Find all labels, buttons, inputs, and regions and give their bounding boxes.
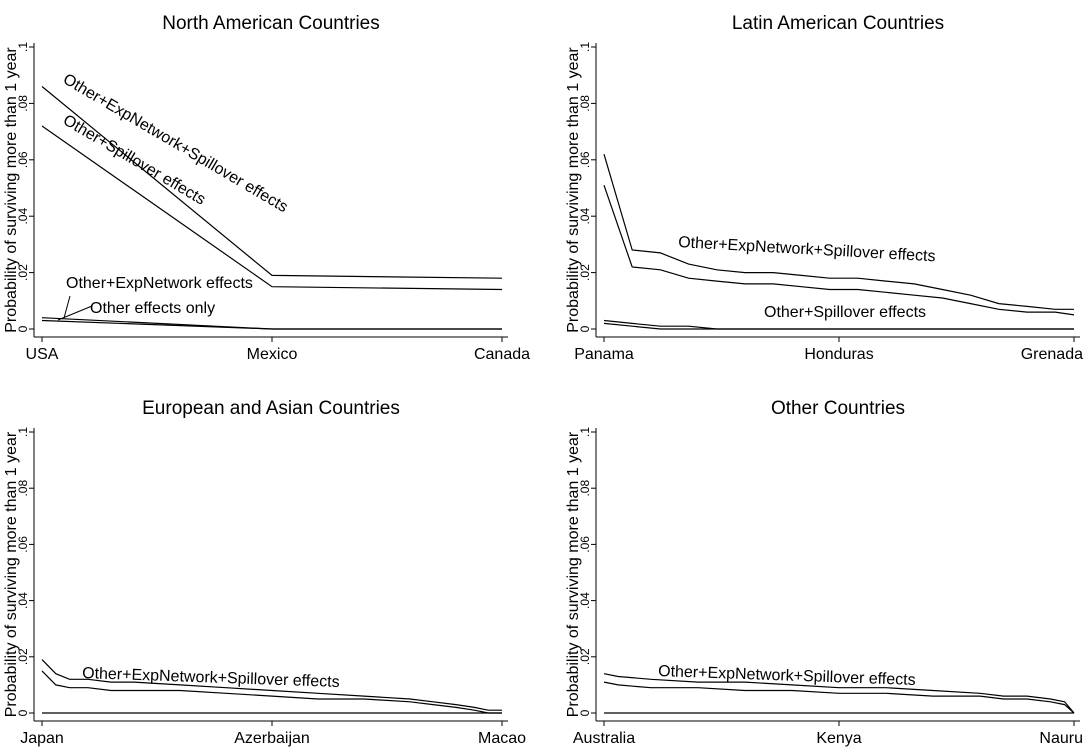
x-tick-label: Australia bbox=[573, 730, 635, 747]
y-tick-label: .02 bbox=[578, 264, 592, 281]
y-tick-label: .04 bbox=[578, 592, 592, 609]
annotation-leader bbox=[57, 305, 93, 321]
y-tick-label: .06 bbox=[578, 536, 592, 553]
y-tick-label: .04 bbox=[578, 208, 592, 225]
annotation-label: Other+ExpNetwork+Spillover effects bbox=[678, 234, 936, 265]
panel-1: North American Countries Probability of s… bbox=[3, 13, 530, 363]
y-tick-label: .08 bbox=[16, 95, 30, 112]
x-tick-label: Japan bbox=[20, 730, 64, 747]
series-line-1 bbox=[41, 659, 502, 711]
y-axis-label: Probability of surviving more than 1 yea… bbox=[565, 47, 582, 333]
y-axis-label: Probability of surviving more than 1 yea… bbox=[3, 47, 20, 333]
y-tick-label: 0 bbox=[16, 709, 30, 716]
y-tick-label: .04 bbox=[16, 592, 30, 609]
series-line-2 bbox=[41, 125, 503, 291]
y-tick-label: .02 bbox=[578, 648, 592, 665]
chart-title: European and Asian Countries bbox=[142, 398, 400, 419]
y-axis-label: Probability of surviving more than 1 yea… bbox=[565, 431, 582, 717]
annotation-label: Other effects only bbox=[90, 300, 215, 317]
y-tick-label: .02 bbox=[16, 264, 30, 281]
chart-title: Other Countries bbox=[771, 398, 905, 419]
y-tick-label: .1 bbox=[578, 427, 592, 437]
y-tick-label: .06 bbox=[16, 151, 30, 168]
annotation-leader bbox=[63, 295, 71, 319]
series-line-1 bbox=[603, 673, 1075, 714]
y-tick-label: .02 bbox=[16, 648, 30, 665]
y-tick-label: .1 bbox=[16, 427, 30, 437]
series-line-4 bbox=[41, 319, 502, 330]
x-tick-label: Honduras bbox=[804, 346, 873, 363]
x-tick-label: Canada bbox=[474, 346, 530, 363]
series-line-3 bbox=[603, 319, 1074, 330]
y-tick-label: .1 bbox=[16, 42, 30, 52]
series-line-1 bbox=[603, 154, 1074, 310]
y-axis-label: Probability of surviving more than 1 yea… bbox=[3, 431, 20, 717]
panel-3: European and Asian Countries Probability … bbox=[3, 398, 526, 747]
x-tick-label: Mexico bbox=[247, 346, 298, 363]
y-tick-label: 0 bbox=[578, 325, 592, 332]
y-tick-label: .04 bbox=[16, 208, 30, 225]
y-tick-label: .06 bbox=[16, 536, 30, 553]
x-tick-label: Grenada bbox=[1021, 346, 1083, 363]
panel-2: Latin American Countries Probability of s… bbox=[565, 13, 1083, 363]
x-tick-label: Azerbaijan bbox=[234, 730, 310, 747]
panel-4: Other Countries Probability of surviving … bbox=[565, 398, 1083, 747]
annotation-label: Other+ExpNetwork effects bbox=[66, 275, 253, 292]
series-line-2 bbox=[603, 681, 1075, 714]
annotation-label: Other+Spillover effects bbox=[764, 304, 926, 321]
y-tick-label: .1 bbox=[578, 42, 592, 52]
y-tick-label: .08 bbox=[578, 95, 592, 112]
x-tick-label: Nauru bbox=[1039, 730, 1083, 747]
x-tick-label: Panama bbox=[574, 346, 634, 363]
y-tick-label: .08 bbox=[578, 480, 592, 497]
y-tick-label: .08 bbox=[16, 480, 30, 497]
y-tick-label: 0 bbox=[16, 325, 30, 332]
series-line-2 bbox=[603, 185, 1075, 316]
y-tick-label: 0 bbox=[578, 709, 592, 716]
x-tick-label: Kenya bbox=[816, 730, 861, 747]
series-line-2 bbox=[41, 670, 502, 714]
chart-title: Latin American Countries bbox=[732, 13, 944, 34]
chart-title: North American Countries bbox=[162, 13, 380, 34]
y-tick-label: .06 bbox=[578, 151, 592, 168]
series-line-1 bbox=[41, 86, 503, 279]
series-line-4 bbox=[603, 322, 1074, 330]
x-tick-label: USA bbox=[26, 346, 59, 363]
x-tick-label: Macao bbox=[478, 730, 526, 747]
